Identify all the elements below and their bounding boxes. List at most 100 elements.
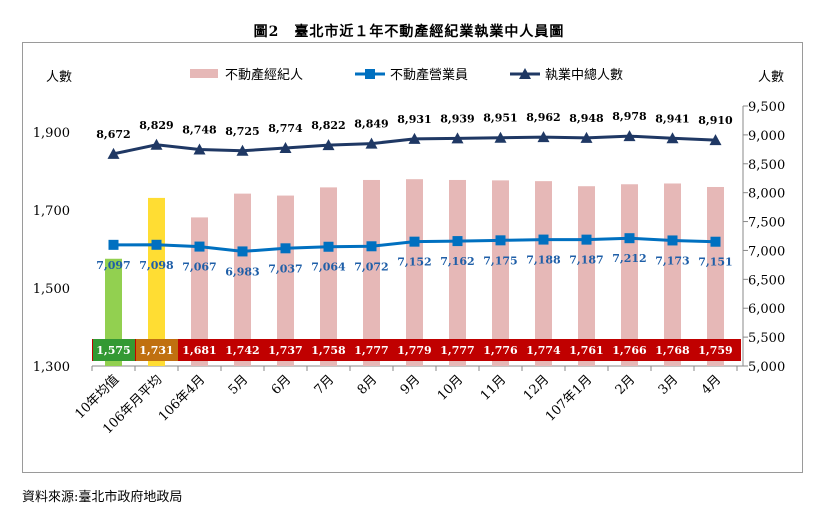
chart-title: 圖2 臺北市近１年不動產經紀業執業中人員圖 [253, 24, 565, 40]
right-tick-label: 8,000 [748, 187, 785, 202]
bar-不動產經紀人 [406, 179, 423, 366]
line-value-label: 7,173 [655, 254, 689, 267]
marker-執業中總人數 [150, 138, 163, 150]
x-category-label: 9月 [398, 372, 424, 398]
line-value-label: 7,151 [698, 256, 732, 269]
bar-label-band-first [93, 339, 135, 361]
line-value-label: 8,672 [96, 128, 130, 141]
line-value-label: 8,910 [698, 114, 733, 127]
marker-不動產營業員 [624, 233, 635, 244]
line-value-label: 8,774 [268, 122, 303, 135]
bar-value-label: 1,779 [397, 344, 431, 357]
x-category-label: 10月 [435, 372, 466, 403]
line-value-label: 7,067 [182, 261, 216, 274]
right-tick-label: 9,500 [748, 100, 785, 115]
line-value-label: 8,939 [440, 112, 474, 125]
marker-不動產營業員 [710, 236, 721, 247]
marker-執業中總人數 [451, 132, 464, 144]
marker-執業中總人數 [623, 130, 636, 142]
source-note: 資料來源:臺北市政府地政局 [22, 490, 183, 505]
line-value-label: 8,849 [354, 118, 388, 131]
bar-value-label: 1,776 [483, 344, 518, 357]
left-tick-label: 1,300 [33, 360, 70, 375]
x-category-label: 12月 [521, 372, 552, 403]
line-value-label: 8,725 [225, 125, 259, 138]
legend-marker [365, 69, 375, 79]
marker-不動產營業員 [366, 241, 377, 252]
marker-不動產營業員 [237, 246, 248, 257]
bar-value-label: 1,681 [182, 344, 216, 357]
line-value-label: 8,941 [655, 112, 689, 125]
line-value-label: 7,187 [569, 254, 603, 267]
line-value-label: 8,948 [569, 112, 604, 125]
bar-value-label: 1,575 [96, 344, 130, 357]
marker-執業中總人數 [408, 132, 421, 144]
bar-value-label: 1,737 [268, 344, 302, 357]
marker-執業中總人數 [365, 137, 378, 149]
bar-不動產經紀人 [664, 183, 681, 366]
right-tick-label: 6,500 [748, 273, 785, 288]
line-value-label: 8,829 [139, 119, 173, 132]
bar-不動產經紀人 [578, 186, 595, 366]
bar-value-label: 1,731 [139, 344, 173, 357]
line-value-label: 7,152 [397, 256, 431, 269]
x-category-label: 7月 [312, 372, 338, 398]
line-value-label: 8,978 [612, 110, 647, 123]
x-category-label: 4月 [699, 372, 725, 398]
line-value-label: 7,175 [483, 254, 517, 267]
right-tick-label: 5,500 [748, 331, 785, 346]
bar-不動產經紀人 [621, 184, 638, 366]
marker-執業中總人數 [580, 131, 593, 143]
bar-不動產經紀人 [191, 217, 208, 366]
marker-不動產營業員 [538, 234, 549, 245]
bar-value-label: 1,766 [612, 344, 647, 357]
bar-value-label: 1,768 [655, 344, 690, 357]
line-value-label: 7,098 [139, 259, 174, 272]
line-value-label: 7,037 [268, 262, 302, 275]
marker-不動產營業員 [452, 236, 463, 247]
marker-不動產營業員 [108, 239, 119, 250]
bar-value-label: 1,758 [311, 344, 346, 357]
marker-不動產營業員 [667, 235, 678, 246]
right-tick-label: 7,000 [748, 244, 785, 259]
line-value-label: 7,212 [612, 252, 646, 265]
left-tick-label: 1,500 [33, 282, 70, 297]
left-tick-label: 1,700 [33, 204, 70, 219]
line-value-label: 7,097 [96, 259, 130, 272]
chart-frame [22, 42, 803, 473]
bar-value-label: 1,774 [526, 344, 561, 357]
line-value-label: 7,162 [440, 255, 474, 268]
marker-執業中總人數 [279, 141, 292, 153]
bar-不動產經紀人 [363, 179, 380, 366]
x-category-label: 6月 [269, 372, 295, 398]
bar-value-label: 1,761 [569, 344, 603, 357]
marker-不動產營業員 [194, 241, 205, 252]
left-axis-label: 人數 [46, 70, 72, 85]
marker-執業中總人數 [107, 147, 120, 159]
x-category-label: 5月 [226, 372, 252, 398]
bar-不動產經紀人 [492, 180, 509, 366]
marker-執業中總人數 [709, 134, 722, 146]
x-category-label: 11月 [478, 372, 509, 403]
legend-marker [519, 68, 531, 79]
legend-label: 執業中總人數 [545, 67, 623, 83]
line-value-label: 8,748 [182, 123, 217, 136]
marker-執業中總人數 [494, 131, 507, 143]
x-category-label: 2月 [613, 372, 639, 398]
marker-不動產營業員 [495, 235, 506, 246]
x-category-label: 107年1月 [543, 372, 595, 424]
marker-不動產營業員 [323, 241, 334, 252]
marker-執業中總人數 [193, 143, 206, 155]
right-tick-label: 9,000 [748, 129, 785, 144]
line-value-label: 8,951 [483, 112, 517, 125]
bar-不動產經紀人 [234, 193, 251, 366]
right-axis-label: 人數 [758, 70, 784, 85]
marker-執業中總人數 [322, 139, 335, 151]
marker-不動產營業員 [280, 243, 291, 254]
bar-不動產經紀人 [707, 186, 724, 366]
bar-不動產經紀人 [277, 195, 294, 366]
bar-不動產經紀人 [449, 179, 466, 366]
right-tick-label: 7,500 [748, 216, 785, 231]
bar-value-label: 1,759 [698, 344, 732, 357]
